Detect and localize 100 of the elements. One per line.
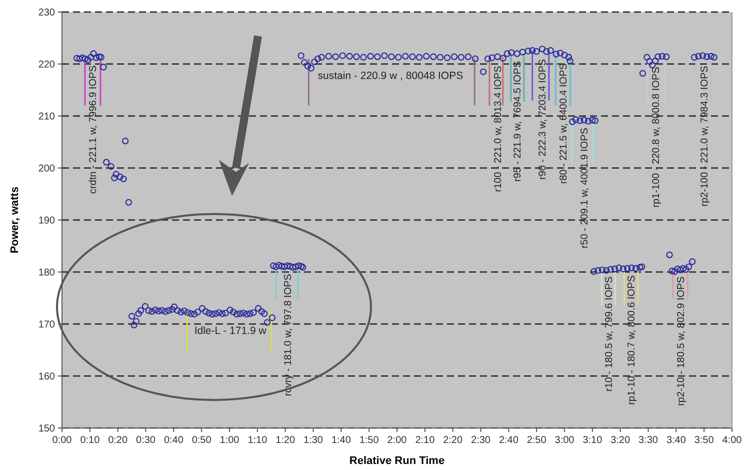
x-tick-label: 2:20 [443, 435, 463, 446]
point [508, 49, 515, 56]
point [374, 53, 381, 60]
x-tick-label: 3:20 [610, 435, 630, 446]
point [132, 318, 140, 325]
point [652, 58, 659, 64]
point [584, 118, 592, 125]
point [624, 265, 631, 272]
point [572, 116, 580, 123]
point [589, 116, 596, 124]
point [592, 117, 599, 124]
point [295, 262, 302, 270]
x-tick-label: 2:10 [415, 435, 436, 446]
point [76, 55, 83, 62]
point [430, 53, 437, 60]
x-tick-label: 0:10 [80, 435, 100, 446]
annotation: crdtn - 221.1 w, 7996.9 IOPS [88, 64, 100, 194]
point [311, 58, 318, 66]
point [292, 263, 300, 270]
point [524, 48, 532, 54]
point [690, 54, 698, 61]
point [198, 305, 206, 312]
point [90, 50, 97, 57]
point [112, 170, 120, 178]
point [680, 265, 686, 272]
point [170, 303, 178, 310]
x-tick-label: 3:40 [666, 435, 686, 446]
point [416, 54, 423, 61]
point [677, 266, 684, 274]
point [710, 54, 718, 61]
point [212, 310, 219, 317]
point [92, 54, 100, 62]
point [246, 310, 254, 317]
y-tick-label: 220 [38, 60, 56, 70]
point [339, 52, 346, 60]
annotation: r80 - 221.5 w, 6400.4 IOPS [558, 62, 570, 184]
point [298, 52, 304, 60]
point [607, 266, 614, 273]
point [547, 47, 554, 54]
point [543, 48, 550, 55]
y-tick-label: 160 [38, 372, 56, 382]
point [504, 50, 511, 57]
point [360, 54, 367, 61]
point [236, 310, 244, 317]
point [116, 173, 124, 180]
point [576, 117, 584, 124]
point [480, 68, 487, 76]
point [240, 310, 247, 316]
y-tick-label: 180 [38, 268, 56, 278]
point [325, 52, 332, 60]
y-axis-title: Power, watts [9, 186, 21, 254]
point [620, 266, 626, 272]
point [565, 54, 572, 61]
point [254, 305, 262, 312]
annotation: r100 - 221.0 w, 8013.4 IOPS [493, 65, 504, 192]
point [289, 264, 296, 271]
point [472, 55, 479, 62]
point [230, 308, 237, 316]
point [233, 310, 240, 318]
point [218, 310, 226, 317]
point [494, 53, 501, 60]
point [264, 319, 271, 326]
point [662, 53, 670, 60]
point [122, 138, 129, 144]
point [658, 52, 666, 60]
point [367, 52, 374, 60]
y-tick-label: 230 [38, 8, 56, 18]
annotation: r50 - 209.1 w, 4001.9 IOPS [580, 127, 591, 248]
x-tick-label: 1:30 [304, 435, 324, 446]
point [158, 307, 166, 314]
point [276, 262, 282, 269]
point [286, 262, 294, 270]
point [103, 158, 110, 166]
x-tick-label: 1:00 [220, 435, 240, 446]
x-tick-label: 0:30 [136, 435, 156, 446]
point [381, 52, 388, 60]
point [695, 52, 702, 60]
point [145, 307, 152, 314]
point [165, 307, 172, 314]
x-tick-label: 2:00 [387, 435, 408, 446]
x-tick-label: 2:40 [498, 435, 519, 446]
point [436, 54, 444, 61]
point [111, 174, 118, 182]
annotation: rp1-10 - 180.7 w, 800.6 IOPS [626, 275, 638, 405]
point [188, 310, 194, 317]
point [298, 262, 305, 270]
point [206, 310, 212, 316]
point [82, 55, 88, 62]
point [668, 268, 676, 274]
point [488, 54, 496, 62]
point [281, 263, 288, 270]
point [685, 263, 692, 270]
point [561, 52, 568, 59]
x-tick-label: 1:10 [248, 435, 268, 446]
x-tick-label: 2:50 [526, 435, 547, 446]
point [636, 264, 644, 271]
point [388, 53, 395, 60]
point [208, 310, 216, 318]
annotation: Idle-L - 171.9 w [194, 324, 267, 337]
point [155, 308, 162, 314]
